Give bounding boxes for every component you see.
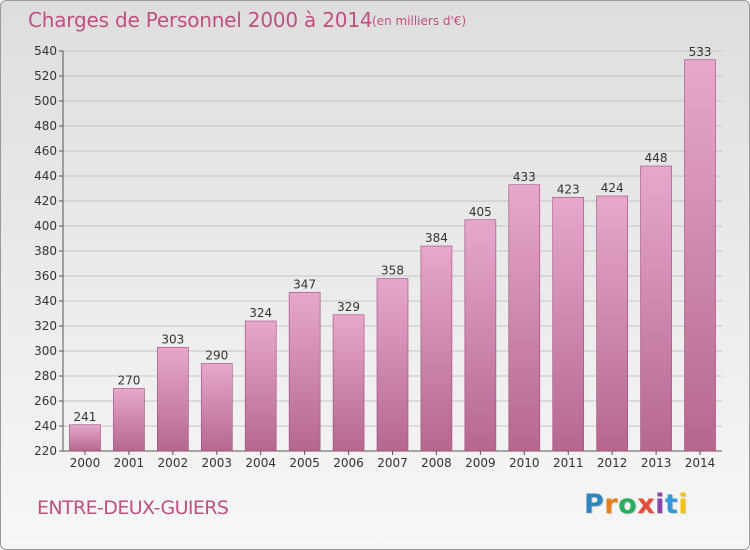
logo-letter: P — [584, 489, 605, 520]
y-tick-label: 300 — [34, 344, 57, 358]
bar-value-label: 290 — [205, 349, 228, 363]
x-tick-label: 2013 — [641, 456, 672, 470]
bar — [596, 195, 628, 452]
bar — [244, 320, 277, 452]
x-tick-label: 2010 — [509, 456, 540, 470]
bar — [376, 278, 409, 452]
y-tick-label: 340 — [34, 294, 57, 308]
y-tick-label: 320 — [34, 319, 57, 333]
bar-value-label: 448 — [645, 151, 668, 165]
chart-subtitle: (en milliers d'€) — [372, 14, 467, 28]
bar-value-label: 433 — [513, 170, 536, 184]
logo-letter: i — [678, 489, 689, 520]
bar-value-label: 423 — [557, 182, 580, 196]
bar-value-label: 358 — [381, 264, 404, 278]
x-tick-label: 2011 — [553, 456, 584, 470]
commune-name: ENTRE-DEUX-GUIERS — [37, 497, 229, 519]
x-tick-label: 2005 — [289, 456, 320, 470]
y-tick-label: 420 — [34, 194, 57, 208]
y-tick-label: 220 — [34, 444, 57, 458]
data-labels: 241 270 303 290 324 347 329 358 384 405 433 423 424 4… — [74, 45, 712, 424]
x-tick-label: 2002 — [158, 456, 189, 470]
bar — [157, 346, 189, 452]
x-tick-label: 2007 — [377, 456, 408, 470]
x-tick-label: 2009 — [465, 456, 496, 470]
logo-letter: r — [604, 489, 619, 520]
bar — [200, 363, 233, 452]
y-tick-label: 360 — [34, 269, 57, 283]
bar-value-label: 324 — [249, 306, 272, 320]
x-axis-ticks: 2000 2001 2002 2003 2004 2005 2006 2007 2008 2009… — [70, 451, 716, 470]
x-tick-label: 2006 — [333, 456, 364, 470]
x-tick-label: 2012 — [597, 456, 628, 470]
bar-value-label: 303 — [161, 332, 184, 346]
bar — [332, 314, 365, 452]
logo-letter: t — [664, 489, 679, 520]
bar — [684, 59, 716, 452]
y-tick-label: 440 — [34, 169, 57, 183]
bar — [464, 219, 497, 452]
bar-value-label: 347 — [293, 277, 316, 291]
bar-value-label: 329 — [337, 300, 360, 314]
logo-letter: o — [618, 489, 638, 520]
y-tick-label: 480 — [34, 119, 57, 133]
x-tick-label: 2000 — [70, 456, 101, 470]
x-tick-label: 2004 — [245, 456, 276, 470]
y-tick-label: 460 — [34, 144, 57, 158]
y-tick-label: 500 — [34, 94, 57, 108]
proxiti-logo: Proxiti — [584, 489, 688, 520]
y-tick-label: 240 — [34, 419, 57, 433]
bar — [69, 424, 101, 452]
bar — [508, 184, 541, 452]
bar — [288, 291, 321, 452]
bar-value-label: 424 — [601, 181, 624, 195]
bar — [420, 245, 453, 452]
x-tick-label: 2008 — [421, 456, 452, 470]
bar — [552, 196, 585, 452]
bar-value-label: 270 — [117, 374, 140, 388]
logo-letter: x — [637, 489, 656, 520]
chart-bars — [69, 59, 716, 452]
bar-value-label: 533 — [689, 45, 712, 59]
x-tick-label: 2003 — [201, 456, 232, 470]
bar — [113, 388, 145, 452]
y-tick-label: 400 — [34, 219, 57, 233]
y-tick-label: 540 — [34, 44, 57, 58]
y-tick-label: 280 — [34, 369, 57, 383]
chart-title: Charges de Personnel 2000 à 2014 — [28, 8, 373, 32]
y-tick-label: 520 — [34, 69, 57, 83]
logo-letter: i — [655, 489, 665, 520]
bar-value-label: 405 — [469, 205, 492, 219]
bar — [640, 165, 672, 452]
bar-value-label: 384 — [425, 231, 448, 245]
x-tick-label: 2001 — [114, 456, 145, 470]
y-tick-label: 380 — [34, 244, 57, 258]
x-tick-label: 2014 — [685, 456, 716, 470]
y-tick-label: 260 — [34, 394, 57, 408]
bar-value-label: 241 — [74, 410, 97, 424]
